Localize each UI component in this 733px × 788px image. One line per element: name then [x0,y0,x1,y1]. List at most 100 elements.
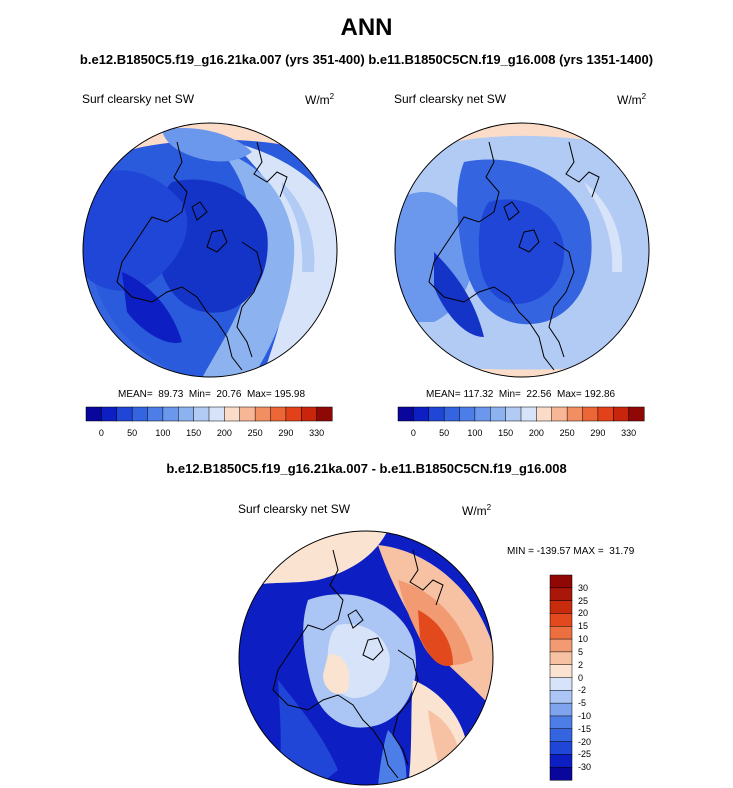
left-colorbar-box [224,406,241,422]
left-coastlines [116,141,288,371]
diff-colorbar-box [549,651,573,666]
diff-colorbar-tick-label: -5 [578,698,587,709]
right-colorbar-tick-label: 50 [439,428,450,438]
diff-units-text: W/m [462,504,487,518]
diff-colorbar-tick-label: 0 [578,672,584,683]
diff-colorbar-box [549,766,573,781]
diff-colorbar-box [549,728,573,743]
right-colorbar-ticks: 0 50 100 150 200 250 290 330 [398,428,644,440]
left-stats: MEAN= 89.73 Min= 20.76 Max= 195.98 [118,389,306,400]
right-colorbar-box [413,406,430,422]
left-colorbar-tick-label: 150 [186,428,202,438]
right-units-text: W/m [617,93,642,107]
left-colorbar-tick-label: 250 [247,428,263,438]
diff-panel-label: Surf clearsky net SW [238,502,351,516]
right-colorbar-tick-label: 0 [410,428,416,438]
left-colorbar-box [270,406,287,422]
right-colorbar-box [597,406,614,422]
right-colorbar-box [536,406,553,422]
diff-colorbar-box [549,702,573,717]
right-coastlines [428,141,600,371]
left-colorbar-box [208,406,225,422]
diff-colorbar-box [549,587,573,602]
diff-colorbar-tick-label: 15 [578,621,589,632]
diff-colorbar-tick-label: -15 [578,723,592,734]
left-map-border [82,122,338,378]
diff-map-border [238,530,494,786]
right-colorbar-box [628,406,645,422]
right-colorbar-box [520,406,537,422]
diff-colorbar-tick-label: 20 [578,608,589,619]
diff-colorbar-tick-label: 10 [578,634,589,645]
left-colorbar-tick-label: 330 [309,428,325,438]
right-colorbar-tick-label: 200 [528,428,544,438]
left-colorbar-box [254,406,272,422]
right-colorbar-box [551,406,568,422]
left-colorbar-box [131,406,149,422]
diff-colorbar-tick-label: 2 [578,659,584,670]
left-colorbar-box [85,406,102,422]
left-colorbar-box [239,406,256,422]
right-colorbar-tick-label: 100 [467,428,483,438]
left-colorbar-tick-label: 290 [278,428,294,438]
diff-colorbar-tick-label: -30 [578,762,592,773]
left-colorbar-tick-label: 50 [127,428,138,438]
left-colorbar-box [316,406,333,422]
diff-colorbar-box [549,690,573,704]
diff-colorbar-box [549,600,573,614]
right-panel-label: Surf clearsky net SW [394,92,507,106]
right-polar-map [394,122,650,378]
left-colorbar-tick-label: 100 [155,428,171,438]
diff-units-exp: 2 [486,503,492,512]
right-colorbar-box [474,406,491,422]
right-colorbar-box [428,406,445,422]
left-units-text: W/m [305,93,330,107]
left-colorbar-tick-label: 200 [216,428,232,438]
diff-colorbar-box [549,613,573,627]
left-panel-units: W/m2 [305,92,334,107]
diff-colorbar-ticks: 30 25 20 15 10 5 2 0 -2 -5 -10 -15 -20 -25 -30 [578,575,608,780]
right-colorbar-box [459,406,476,422]
subtitle-left: b.e12.B1850C5.f19_g16.21ka.007 (yrs 351-… [79,52,365,67]
right-colorbar-box [397,406,414,422]
left-panel-label: Surf clearsky net SW [82,92,195,106]
diff-colorbar-tick-label: 30 [578,582,589,593]
left-colorbar-box [301,406,318,422]
diff-colorbar-box [549,754,573,768]
diff-map-fill [239,531,493,785]
right-colorbar-box [490,406,507,422]
diff-colorbar-tick-label: -25 [578,749,592,760]
left-colorbar [85,406,333,422]
diff-colorbar-box [549,664,573,679]
right-stats: MEAN= 117.32 Min= 22.56 Max= 192.86 [426,389,616,400]
diff-colorbar-box [549,715,573,730]
right-colorbar-box [613,406,630,422]
left-colorbar-tick-label: 0 [98,428,104,438]
right-colorbar-tick-label: 250 [559,428,575,438]
diff-panel-units: W/m2 [462,503,491,518]
right-colorbar-tick-label: 290 [590,428,606,438]
left-colorbar-box [178,406,195,422]
subtitle-right: b.e11.B1850C5CN.f19_g16.008 (yrs 1351-14… [368,52,654,67]
left-colorbar-box [193,406,210,422]
left-polar-map [82,122,338,378]
diff-colorbar [549,574,573,781]
diff-colorbar-box [549,677,573,691]
diff-stats: MIN = -139.57 MAX = 31.79 [507,546,635,557]
right-units-exp: 2 [641,92,647,101]
difference-title: b.e12.B1850C5.f19_g16.21ka.007 - b.e11.B… [166,461,567,476]
left-colorbar-box [116,406,133,422]
left-colorbar-ticks: 0 50 100 150 200 250 290 330 [86,428,332,440]
diff-coastlines [272,549,444,779]
figure-title: ANN [340,14,393,41]
diff-colorbar-box [549,638,573,653]
left-colorbar-box [147,406,164,422]
right-colorbar-box [443,406,461,422]
figure-subtitle: b.e12.B1850C5.f19_g16.21ka.007 (yrs 351-… [0,52,733,67]
left-colorbar-box [101,406,118,422]
diff-colorbar-tick-label: 5 [578,646,584,657]
diff-polar-map [238,530,494,786]
diff-colorbar-tick-label: -2 [578,685,587,696]
diff-colorbar-box [549,574,573,589]
diff-colorbar-tick-label: 25 [578,595,589,606]
